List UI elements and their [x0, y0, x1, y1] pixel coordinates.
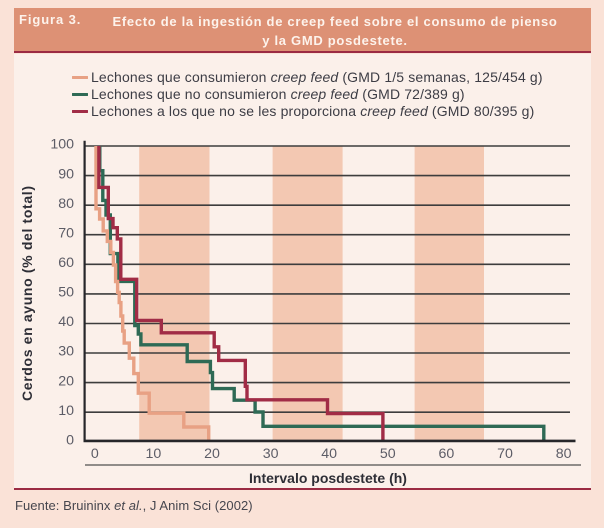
svg-text:20: 20 — [58, 373, 74, 389]
svg-text:70: 70 — [497, 446, 513, 462]
svg-text:0: 0 — [66, 433, 74, 449]
svg-text:80: 80 — [556, 446, 572, 462]
svg-text:70: 70 — [58, 225, 74, 241]
svg-text:50: 50 — [380, 446, 396, 462]
svg-text:40: 40 — [58, 314, 74, 330]
svg-text:20: 20 — [204, 446, 220, 462]
svg-text:50: 50 — [58, 285, 74, 301]
svg-text:60: 60 — [58, 255, 74, 271]
svg-text:60: 60 — [439, 446, 455, 462]
svg-text:40: 40 — [321, 446, 337, 462]
svg-text:10: 10 — [146, 446, 162, 462]
svg-text:10: 10 — [58, 403, 74, 419]
svg-text:30: 30 — [263, 446, 279, 462]
svg-text:30: 30 — [58, 344, 74, 360]
svg-text:80: 80 — [58, 196, 74, 212]
svg-text:90: 90 — [58, 166, 74, 182]
svg-text:100: 100 — [50, 137, 74, 153]
svg-text:0: 0 — [91, 446, 99, 462]
